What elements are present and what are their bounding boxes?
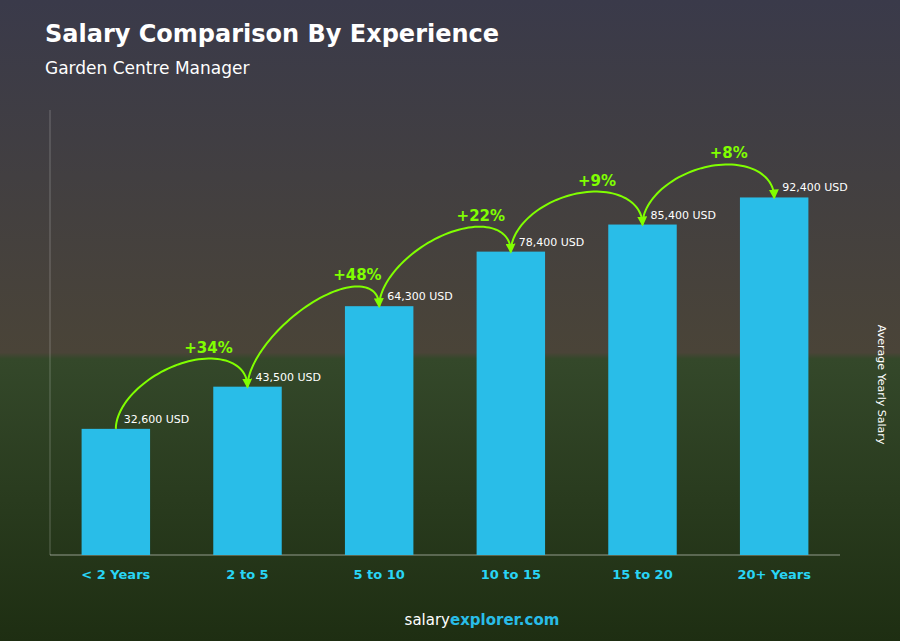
change-label: +9% [578,172,616,190]
x-axis-line [50,555,840,556]
bar [345,306,413,555]
y-axis-label: Average Yearly Salary [875,325,888,445]
value-label: 78,400 USD [519,236,585,249]
bar [608,225,676,555]
change-label: +34% [184,339,232,357]
y-axis-line [50,110,51,555]
footer: explorer.com [450,611,559,629]
change-arrow [511,192,643,252]
change-label: +8% [710,144,748,162]
change-label: +48% [333,266,381,284]
category-label: 2 to 5 [226,567,268,582]
change-arrow [379,227,511,306]
change-arrows [116,164,774,428]
value-label: 64,300 USD [387,290,453,303]
change-arrow [248,286,380,386]
bar [477,252,545,555]
value-label: 32,600 USD [124,413,190,426]
category-label: < 2 Years [81,567,150,582]
chart-container: Salary Comparison By Experience Garden Ce… [0,0,900,641]
footer: salary [405,611,451,629]
category-label: 15 to 20 [612,567,672,582]
value-label: 85,400 USD [651,209,717,222]
bar [213,387,281,555]
bar [82,429,150,555]
background [0,0,900,641]
title: Salary Comparison By Experience [45,20,499,48]
bars [82,197,809,555]
bar [740,197,808,555]
category-label: 10 to 15 [481,567,541,582]
change-label: +22% [457,207,505,225]
change-arrow [643,164,775,224]
subtitle: Garden Centre Manager [45,58,249,78]
value-label: 92,400 USD [782,181,848,194]
category-label: 20+ Years [737,567,811,582]
value-label: 43,500 USD [256,371,322,384]
category-label: 5 to 10 [353,567,404,582]
change-arrow [116,359,248,429]
chart: Salary Comparison By Experience Garden Ce… [0,0,900,641]
